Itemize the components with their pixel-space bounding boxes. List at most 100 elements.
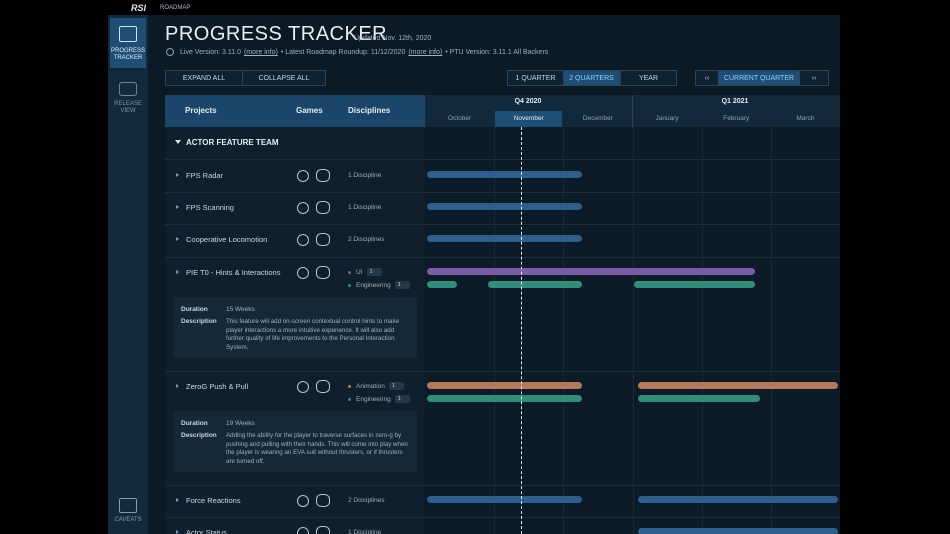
expand-all[interactable]: EXPAND ALL: [165, 70, 243, 86]
column-header: Games: [296, 106, 323, 115]
zoom-option[interactable]: YEAR: [620, 70, 677, 86]
row-chevron[interactable]: [176, 384, 179, 388]
updated: Updated Nov. 12th, 2020: [354, 35, 432, 42]
game-icon: [316, 201, 330, 214]
more-info-link[interactable]: (more info): [243, 49, 278, 56]
timeline-bar: [427, 395, 582, 402]
quarter-divider: [632, 95, 633, 127]
discipline-count: 1 Discipline: [348, 529, 382, 534]
row-chevron[interactable]: [176, 173, 179, 177]
timeline-bar: [488, 281, 582, 288]
project-name[interactable]: Force Reactions: [186, 496, 241, 505]
month-label: March: [796, 115, 815, 122]
row-border: [165, 371, 840, 372]
project-name[interactable]: FPS Radar: [186, 171, 224, 180]
column-header: Disciplines: [348, 106, 391, 115]
row-chevron[interactable]: [176, 530, 179, 534]
prev-quarter[interactable]: ‹‹: [695, 70, 719, 86]
group-toggle[interactable]: [175, 140, 181, 144]
month-grid: [494, 127, 496, 534]
row-border: [165, 192, 840, 193]
timeline-bar: [427, 496, 582, 503]
game-icon: [297, 527, 309, 534]
discipline-people: 1: [391, 383, 395, 389]
timeline-bar: [638, 382, 838, 389]
row-border: [165, 159, 840, 160]
month-label: November: [513, 115, 544, 122]
month-label: January: [655, 115, 679, 122]
next-quarter[interactable]: ››: [799, 70, 829, 86]
game-icon: [297, 381, 309, 393]
timeline-bar: [427, 203, 582, 210]
discipline-badge: [394, 281, 410, 289]
timeline-bar: [638, 496, 838, 503]
detail-value: This feature will add on-screen contextu…: [226, 318, 399, 351]
project-name[interactable]: PIE T0 - Hints & Interactions: [186, 268, 281, 277]
detail-label: Duration: [181, 420, 208, 427]
zoom-option[interactable]: 2 QUARTERS: [563, 70, 620, 86]
timeline-bar: [427, 235, 582, 242]
letterbox: [840, 0, 950, 534]
timeline-bar: [638, 528, 838, 534]
caveats[interactable]: CAVEATS: [114, 517, 142, 523]
info-text: • Latest Roadmap Roundup: 11/12/2020: [280, 49, 406, 56]
title: PROGRESS TRACKER: [165, 23, 388, 45]
month-grid: [770, 127, 772, 534]
today-line: [521, 127, 522, 534]
discipline-dot: [348, 284, 351, 287]
project-name[interactable]: Cooperative Locomotion: [186, 235, 268, 244]
timeline-bar: [427, 171, 582, 178]
discipline-name: UI: [356, 269, 363, 276]
nav-icon: [119, 26, 137, 42]
zoom-option[interactable]: 1 QUARTER: [507, 70, 564, 86]
discipline-badge: [388, 382, 404, 390]
discipline-dot: [348, 398, 351, 401]
info-text: Live Version: 3.11.0: [180, 49, 241, 56]
info-icon: [166, 48, 174, 56]
row-border: [165, 257, 840, 258]
discipline-badge: [366, 268, 382, 276]
detail-label: Duration: [181, 306, 208, 313]
details-card: [173, 411, 417, 472]
game-icon: [297, 202, 309, 214]
row-border: [165, 485, 840, 486]
row-chevron[interactable]: [176, 205, 179, 209]
game-icon: [316, 526, 330, 534]
month-active: [495, 111, 563, 127]
row-chevron[interactable]: [176, 237, 179, 241]
row-border: [165, 517, 840, 518]
sidebar: [108, 15, 148, 534]
detail-label: Description: [181, 318, 217, 325]
row-chevron[interactable]: [176, 270, 179, 274]
timeline-bar: [427, 382, 582, 389]
group-name[interactable]: ACTOR FEATURE TEAM: [186, 138, 279, 147]
nav-item[interactable]: RELEASE VIEW: [114, 101, 142, 114]
discipline-people: 1: [397, 282, 401, 288]
project-name[interactable]: Actor Status: [186, 528, 227, 534]
discipline-count: 2 Disciplines: [348, 236, 385, 243]
current-quarter[interactable]: CURRENT QUARTER: [718, 70, 800, 86]
game-icon: [316, 169, 330, 182]
discipline-count: 2 Disciplines: [348, 497, 385, 504]
collapse-all[interactable]: COLLAPSE ALL: [242, 70, 326, 86]
detail-label: Description: [181, 432, 217, 439]
nav-item[interactable]: PROGRESS TRACKER: [110, 48, 145, 61]
month-grid: [701, 127, 703, 534]
discipline-people: 1: [369, 269, 373, 275]
project-name[interactable]: FPS Scanning: [186, 203, 234, 212]
discipline-badge: [394, 395, 410, 403]
brand: RSI: [131, 3, 147, 13]
discipline-name: Engineering: [356, 282, 391, 289]
row-chevron[interactable]: [176, 498, 179, 502]
month-grid: [563, 127, 565, 534]
game-icon: [297, 170, 309, 182]
game-icon: [316, 233, 330, 246]
project-name[interactable]: ZeroG Push & Pull: [186, 382, 249, 391]
game-icon: [297, 267, 309, 279]
discipline-name: Engineering: [356, 396, 391, 403]
game-icon: [316, 494, 330, 507]
info-text: • PTU Version: 3.11.1 All Backers: [445, 49, 549, 56]
quarter-label: Q4 2020: [514, 98, 542, 105]
more-info-link[interactable]: (more info): [408, 49, 443, 56]
